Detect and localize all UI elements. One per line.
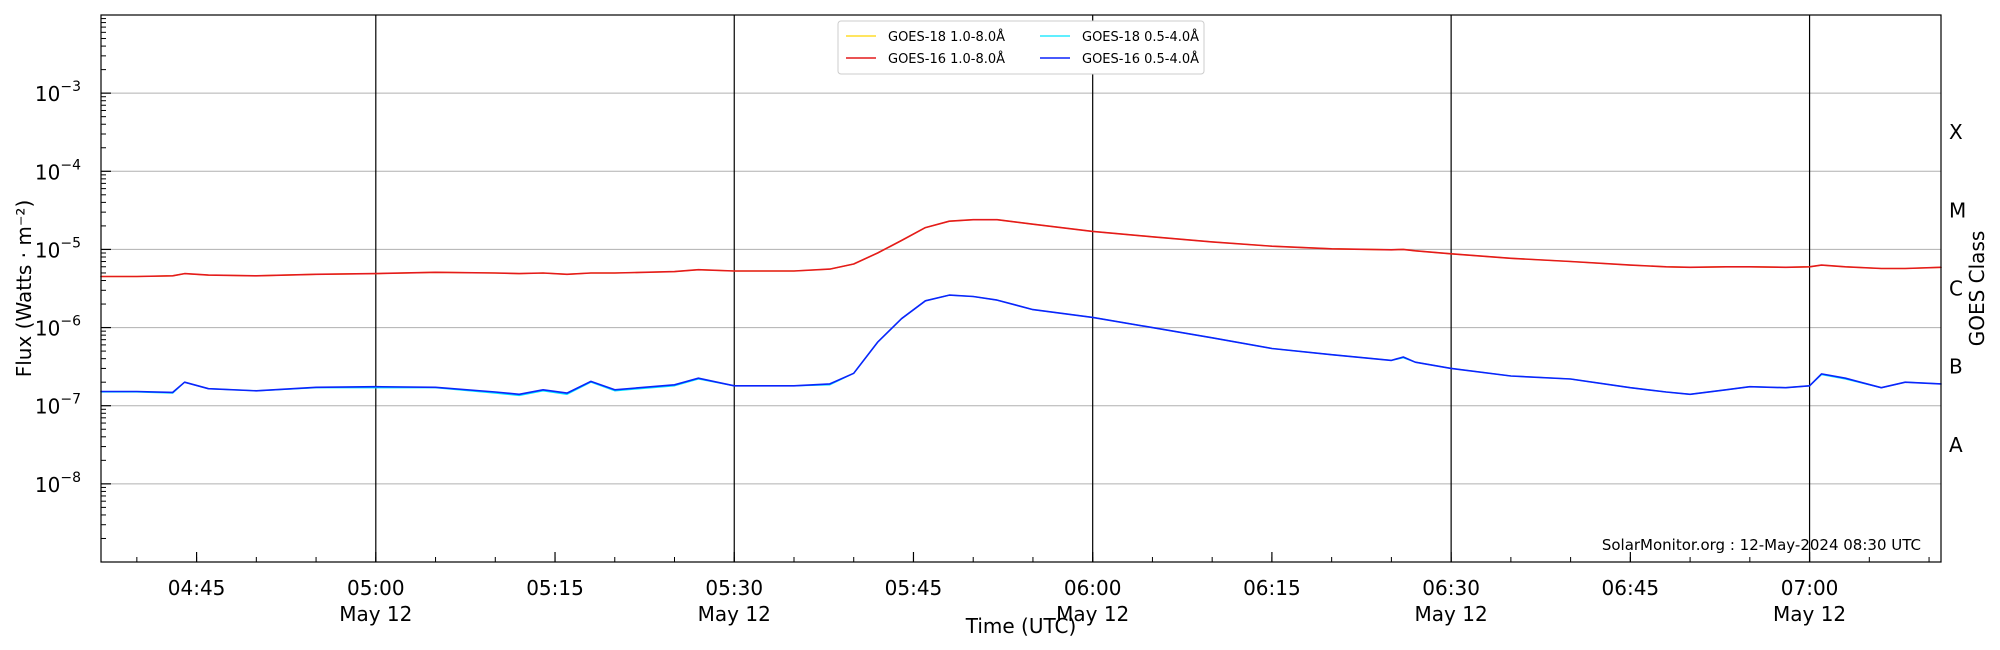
plot-frame — [100, 14, 1942, 563]
x-axis-title: Time (UTC) — [965, 614, 1077, 638]
y-tick-label: 10−6 — [35, 314, 81, 341]
legend-label: GOES-16 1.0-8.0Å — [888, 51, 1005, 67]
legend-entries: GOES-18 1.0-8.0Å GOES-18 0.5-4.0Å GOES-16 … — [846, 29, 1199, 67]
goes-class-label: M — [1949, 198, 1966, 222]
grid-lines — [101, 15, 1941, 562]
x-tick-sublabel: May 12 — [1056, 602, 1129, 626]
series-line — [100, 294, 1942, 397]
y-axis-title: Flux (Watts · m⁻²) — [12, 200, 36, 378]
y-tick-labels: 10−3 10−4 10−5 10−6 10−7 10−8 — [35, 79, 81, 497]
x-tick-label: 05:00 — [347, 576, 405, 600]
legend-label: GOES-16 0.5-4.0Å — [1082, 51, 1199, 67]
goes-class-label: B — [1949, 355, 1963, 379]
credit-text: SolarMonitor.org : 12-May-2024 08:30 UTC — [1602, 536, 1921, 554]
legend-box — [837, 20, 1205, 75]
x-tick-label: 06:15 — [1243, 576, 1301, 600]
x-tick-label: 06:00 — [1064, 576, 1122, 600]
series-line — [100, 218, 1942, 278]
x-tick-sublabel: May 12 — [698, 602, 771, 626]
x-tick-label: 07:00 — [1781, 576, 1839, 600]
legend-label: GOES-18 0.5-4.0Å — [1082, 29, 1199, 45]
data-series — [100, 218, 1942, 397]
y-tick-label: 10−8 — [35, 470, 81, 497]
x-tick-sublabel: May 12 — [1415, 602, 1488, 626]
y-tick-label: 10−3 — [35, 79, 81, 106]
x-tick-label: 06:30 — [1422, 576, 1480, 600]
y-tick-label: 10−4 — [35, 157, 81, 184]
series-line — [100, 294, 1942, 396]
right-axis-title: GOES Class — [1965, 231, 1989, 347]
x-tick-label: 05:15 — [526, 576, 584, 600]
series-line — [100, 219, 1942, 278]
x-tick-label: 04:45 — [168, 576, 226, 600]
goes-class-label: A — [1949, 433, 1963, 457]
axis-ticks — [101, 18, 1930, 562]
goes-class-label: C — [1949, 277, 1963, 301]
legend: GOES-18 1.0-8.0Å GOES-18 0.5-4.0Å GOES-16 … — [837, 20, 1205, 75]
x-tick-label: 05:45 — [885, 576, 943, 600]
goes-class-label: X — [1949, 120, 1963, 144]
y-tick-label: 10−5 — [35, 235, 81, 262]
x-tick-sublabel: May 12 — [339, 602, 412, 626]
legend-label: GOES-18 1.0-8.0Å — [888, 29, 1005, 45]
goes-class-labels: X M C B A — [1949, 120, 1966, 457]
x-tick-label: 06:45 — [1602, 576, 1660, 600]
x-tick-label: 05:30 — [705, 576, 763, 600]
x-tick-sublabel: May 12 — [1773, 602, 1846, 626]
y-tick-label: 10−7 — [35, 392, 81, 419]
